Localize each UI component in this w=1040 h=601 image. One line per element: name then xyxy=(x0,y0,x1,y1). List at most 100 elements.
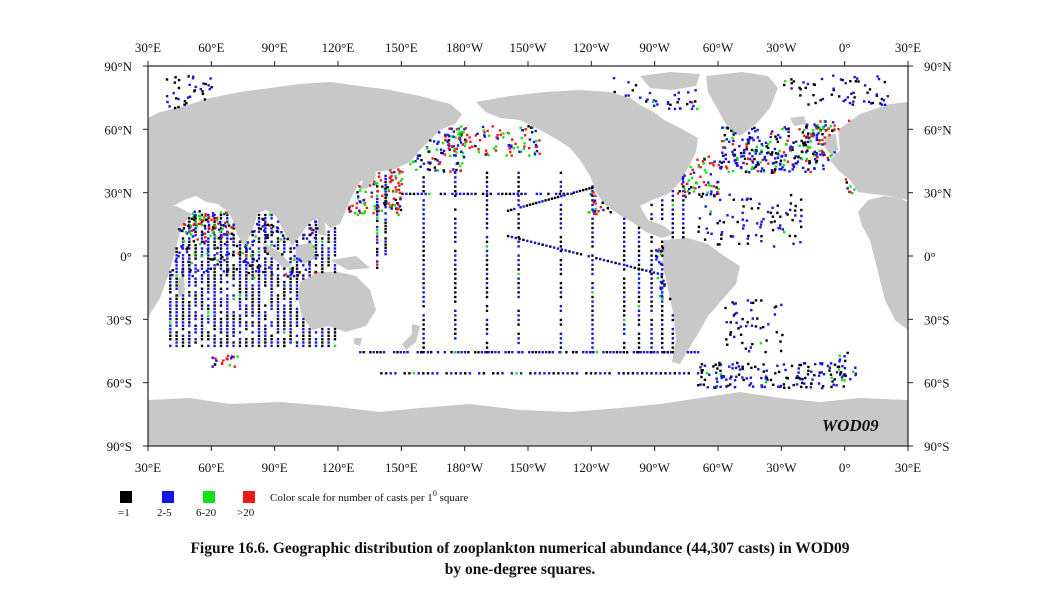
cast-square xyxy=(531,126,534,129)
cast-square xyxy=(731,301,734,304)
cast-square xyxy=(432,140,436,143)
land-europe xyxy=(830,102,908,200)
cast-square xyxy=(879,102,882,105)
cast-square xyxy=(754,365,757,368)
cast-square xyxy=(251,270,254,274)
cast-square xyxy=(200,213,204,217)
cast-square xyxy=(188,264,191,267)
cast-square xyxy=(207,338,210,341)
cast-square xyxy=(384,240,387,243)
cast-square xyxy=(724,306,727,310)
cast-square xyxy=(321,344,324,348)
cast-square xyxy=(376,194,379,197)
cast-square xyxy=(454,185,457,188)
cast-square xyxy=(257,317,261,321)
cast-square xyxy=(559,217,563,220)
cast-square xyxy=(232,223,235,226)
cast-square xyxy=(806,134,809,138)
cast-square xyxy=(409,162,412,166)
cast-square xyxy=(729,333,732,336)
cast-square xyxy=(505,154,508,157)
cast-square xyxy=(749,376,753,379)
cast-square xyxy=(772,245,776,248)
cast-square xyxy=(671,222,674,225)
cast-square xyxy=(754,152,757,155)
cast-square xyxy=(439,148,443,151)
cast-square xyxy=(273,244,276,248)
cast-square xyxy=(462,156,466,159)
cast-square xyxy=(169,291,172,294)
cast-square xyxy=(523,145,526,148)
cast-square xyxy=(585,188,588,191)
cast-square xyxy=(207,260,210,264)
cast-square xyxy=(229,237,233,241)
cast-square xyxy=(376,207,379,210)
cast-square xyxy=(485,176,489,179)
cast-square xyxy=(787,386,791,389)
cast-square xyxy=(333,250,337,254)
legend-title: Color scale for number of casts per 10 s… xyxy=(270,489,468,504)
cast-square xyxy=(440,151,443,155)
cast-square xyxy=(248,264,252,267)
lon-top-item: 90°E xyxy=(262,40,288,55)
cast-square xyxy=(509,145,513,149)
cast-square xyxy=(758,139,761,142)
cast-square xyxy=(226,304,229,307)
cast-square xyxy=(333,334,337,337)
cast-square xyxy=(800,139,803,143)
cast-square xyxy=(351,204,354,207)
cast-square xyxy=(637,267,640,270)
cast-square xyxy=(390,171,393,174)
cast-square xyxy=(514,236,517,240)
cast-square xyxy=(754,299,758,302)
cast-square xyxy=(803,382,806,385)
observation-squares xyxy=(165,74,889,390)
cast-square xyxy=(379,179,383,182)
cast-square xyxy=(833,124,836,127)
cast-square xyxy=(689,165,692,169)
cast-square xyxy=(445,372,448,375)
cast-square xyxy=(517,318,520,322)
cast-square xyxy=(730,375,733,378)
cast-square xyxy=(200,280,204,284)
cast-square xyxy=(238,317,242,321)
cast-square xyxy=(283,297,286,301)
cast-square xyxy=(454,328,457,331)
cast-square xyxy=(742,224,745,227)
cast-square xyxy=(663,283,666,286)
cast-square xyxy=(760,149,763,152)
cast-square xyxy=(236,355,239,358)
cast-square xyxy=(687,179,690,182)
cast-square xyxy=(200,314,204,317)
cast-square xyxy=(759,342,763,345)
cast-square xyxy=(211,212,215,215)
cast-square xyxy=(781,333,784,337)
cast-square xyxy=(588,187,591,190)
cast-square xyxy=(188,294,191,297)
legend-label-2: 2-5 xyxy=(157,507,172,519)
cast-square xyxy=(731,153,735,156)
cast-square xyxy=(251,324,254,327)
cast-square xyxy=(356,213,359,216)
cast-square xyxy=(213,213,216,217)
cast-square xyxy=(660,273,663,276)
cast-square xyxy=(372,180,376,183)
cast-square xyxy=(485,295,489,299)
cast-square xyxy=(398,191,402,194)
cast-square xyxy=(778,227,782,230)
cast-square xyxy=(831,121,835,124)
cast-square xyxy=(650,337,653,340)
land-australia xyxy=(298,272,376,332)
cast-square xyxy=(422,217,425,220)
cast-square xyxy=(841,365,844,368)
cast-square xyxy=(661,213,664,216)
cast-square xyxy=(696,158,699,161)
cast-square xyxy=(302,341,305,344)
cast-square xyxy=(314,264,318,267)
cast-square xyxy=(283,341,286,344)
cast-square xyxy=(257,217,261,220)
cast-square xyxy=(612,77,616,80)
cast-square xyxy=(455,168,458,172)
cast-square xyxy=(671,341,674,345)
cast-square xyxy=(215,216,219,220)
